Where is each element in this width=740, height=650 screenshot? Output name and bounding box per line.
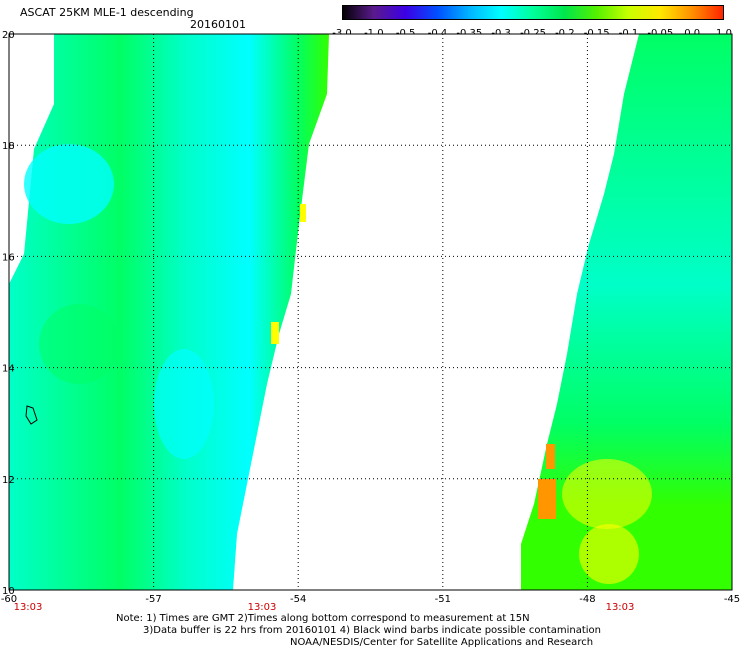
longitude-label: -51 (435, 594, 451, 605)
chart-date: 20160101 (190, 18, 246, 31)
longitude-label: -45 (724, 594, 740, 605)
footnote-line-1: Note: 1) Times are GMT 2)Times along bot… (116, 613, 530, 624)
colorbar (342, 5, 724, 20)
longitude-label: -57 (145, 594, 161, 605)
footnote-line-3: NOAA/NESDIS/Center for Satellite Applica… (290, 637, 594, 648)
colorbar-gradient (342, 5, 724, 20)
longitude-label: -60 (1, 594, 17, 605)
swath-time-label: 13:03 (14, 602, 43, 613)
footnote-line-2: 3)Data buffer is 22 hrs from 20160101 4)… (143, 625, 601, 636)
chart-title: ASCAT 25KM MLE-1 descending (20, 6, 194, 19)
map-plot (9, 34, 732, 590)
swath-time-label: 13:03 (606, 602, 635, 613)
longitude-label: -54 (290, 594, 306, 605)
longitude-label: -48 (579, 594, 595, 605)
swath-time-label: 13:03 (248, 602, 277, 613)
